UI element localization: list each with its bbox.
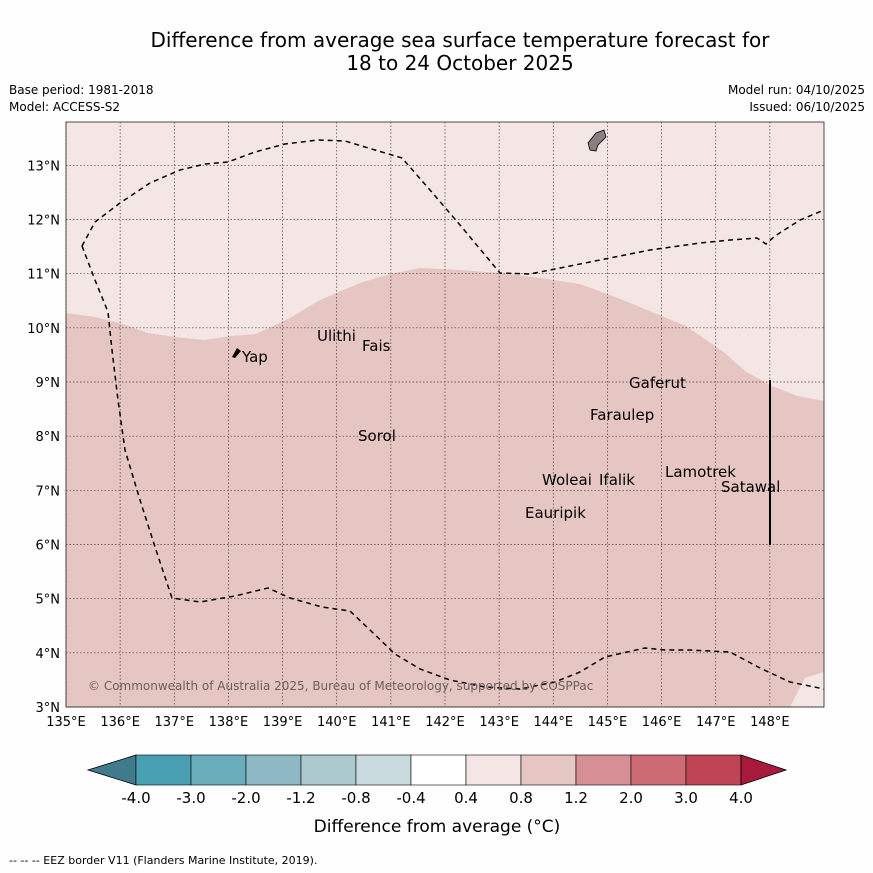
- place-labels: Yap Ulithi Fais Sorol Gaferut Faraulep Woleai I…: [241, 327, 780, 522]
- yap-island: [232, 348, 241, 358]
- colorbar-tick-label: -2.0: [231, 789, 260, 807]
- lon-tick-label: 139°E: [263, 715, 303, 730]
- lat-tick-label: 6°N: [36, 539, 61, 554]
- colorbar-segment: [300, 754, 357, 786]
- title-line-1: Difference from average sea surface temp…: [150, 28, 770, 52]
- place-label-yap: Yap: [241, 348, 268, 366]
- colorbar-tick-label: -0.4: [396, 789, 425, 807]
- guam-island: [587, 129, 607, 152]
- lon-tick-label: 136°E: [100, 715, 140, 730]
- colorbar-segment: [245, 754, 302, 786]
- colorbar-extend-low: [86, 754, 137, 786]
- lon-tick-label: 137°E: [155, 715, 195, 730]
- lat-tick-label: 5°N: [36, 593, 61, 608]
- footer-note: -- -- -- EEZ border V11 (Flanders Marine…: [9, 854, 318, 867]
- lon-tick-label: 148°E: [750, 715, 790, 730]
- colorbar-tick-label: 3.0: [674, 789, 698, 807]
- eez-border-west: [81, 245, 825, 690]
- colorbar-segment: [465, 754, 522, 786]
- place-label-eauripik: Eauripik: [525, 504, 586, 522]
- lat-tick-label: 11°N: [27, 268, 60, 283]
- colorbar-segment: [190, 754, 247, 786]
- lat-tick-label: 10°N: [27, 322, 60, 337]
- lon-tick-label: 146°E: [642, 715, 682, 730]
- colorbar-tick-label: 0.8: [509, 789, 533, 807]
- colorbar-segment: [575, 754, 632, 786]
- title-line-2: 18 to 24 October 2025: [346, 51, 574, 75]
- colorbar-tick-label: 1.2: [564, 789, 588, 807]
- place-label-lamotrek: Lamotrek: [665, 463, 736, 481]
- colorbar-segment: [355, 754, 412, 786]
- colorbar-tick-label: -3.0: [176, 789, 205, 807]
- colorbar-segment: [630, 754, 687, 786]
- lon-tick-label: 135°E: [46, 715, 86, 730]
- place-label-gaferut: Gaferut: [629, 374, 686, 392]
- lon-tick-label: 143°E: [479, 715, 519, 730]
- lat-tick-label: 4°N: [36, 647, 61, 662]
- lat-tick-label: 7°N: [36, 484, 61, 499]
- colorbar-extend-high: [740, 754, 788, 786]
- colorbar-tick-label: -1.2: [286, 789, 315, 807]
- lon-tick-label: 145°E: [588, 715, 628, 730]
- colorbar-tick-label: -0.8: [341, 789, 370, 807]
- lat-tick-label: 12°N: [27, 214, 60, 229]
- place-label-woleai: Woleai: [542, 471, 592, 489]
- colorbar-segment: [135, 754, 192, 786]
- colorbar-title: Difference from average (°C): [314, 817, 561, 837]
- axis-ticks: 135°E 136°E 137°E 138°E 139°E 140°E 141°E 142°E…: [27, 159, 789, 730]
- copyright-text: © Commonwealth of Australia 2025, Bureau…: [88, 679, 593, 693]
- place-label-ifalik: Ifalik: [599, 471, 635, 489]
- lon-tick-label: 140°E: [317, 715, 357, 730]
- colorbar-segment: [520, 754, 577, 786]
- lon-tick-label: 138°E: [209, 715, 249, 730]
- lon-tick-label: 142°E: [425, 715, 465, 730]
- colorbar-tick-label: 2.0: [619, 789, 643, 807]
- colorbar-segment: [685, 754, 742, 786]
- model-run: Model run: 04/10/2025: [727, 83, 865, 97]
- model-name: Model: ACCESS-S2: [9, 100, 121, 114]
- lat-tick-label: 13°N: [27, 159, 60, 174]
- map-frame: [65, 121, 825, 708]
- colorbar-tick-label: -4.0: [121, 789, 150, 807]
- place-label-sorol: Sorol: [358, 427, 396, 445]
- place-label-fais: Fais: [362, 337, 391, 355]
- colorbar-tick-label: 0.4: [454, 789, 478, 807]
- lat-tick-label: 8°N: [36, 430, 61, 445]
- lon-tick-label: 147°E: [696, 715, 736, 730]
- issued-date: Issued: 06/10/2025: [749, 100, 865, 114]
- place-label-ulithi: Ulithi: [317, 327, 356, 345]
- lon-tick-label: 144°E: [534, 715, 574, 730]
- colorbar: -4.0 -3.0 -2.0 -1.2 -0.8 -0.4 0.4 0.8 1.2 2.0 3.0 4…: [86, 754, 788, 807]
- base-period: Base period: 1981-2018: [9, 83, 154, 97]
- place-label-satawal: Satawal: [721, 478, 780, 496]
- lat-tick-label: 3°N: [36, 701, 61, 716]
- place-label-faraulep: Faraulep: [590, 406, 654, 424]
- colorbar-segment: [410, 754, 467, 786]
- eez-border: [81, 139, 825, 275]
- lat-tick-label: 9°N: [36, 376, 61, 391]
- lon-tick-label: 141°E: [371, 715, 411, 730]
- colorbar-tick-label: 4.0: [729, 789, 753, 807]
